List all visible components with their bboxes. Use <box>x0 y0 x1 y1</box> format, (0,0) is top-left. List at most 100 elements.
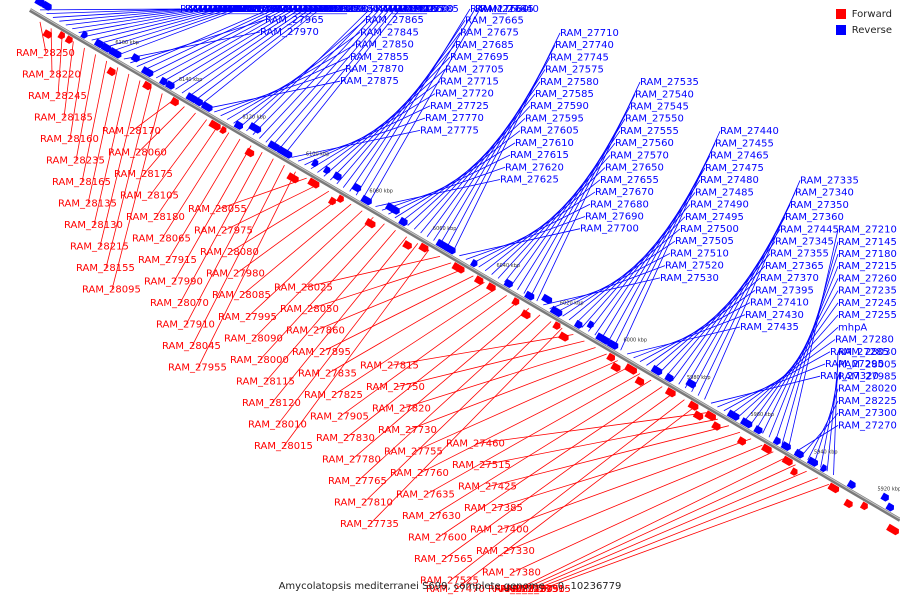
gene-label[interactable]: RAM_28175 <box>114 169 173 180</box>
gene-label[interactable]: RAM_27455 <box>715 138 774 149</box>
gene-label[interactable]: RAM_27400 <box>470 525 529 536</box>
gene-label[interactable]: RAM_28215 <box>70 241 129 252</box>
gene-label[interactable]: RAM_28160 <box>40 134 99 145</box>
gene-label[interactable]: RAM_27770 <box>425 113 484 124</box>
gene-label[interactable]: RAM_27680 <box>590 199 649 210</box>
gene-label[interactable]: RAM_27330 <box>476 546 535 557</box>
gene-label[interactable]: RAM_27500 <box>680 224 739 235</box>
gene-label[interactable]: RAM_27365 <box>765 261 824 272</box>
gene-label[interactable]: RAM_27335 <box>800 175 859 186</box>
gene-label[interactable]: RAM_27750 <box>366 382 425 393</box>
gene-label[interactable]: RAM_28135 <box>58 198 117 209</box>
gene-label[interactable]: RAM_27285 <box>830 347 889 358</box>
gene-label[interactable]: RAM_27210 <box>838 225 897 236</box>
gene-label[interactable]: RAM_27295 <box>825 359 884 370</box>
gene-label[interactable]: RAM_27690 <box>585 211 644 222</box>
gene-label[interactable]: RAM_27580 <box>540 77 599 88</box>
gene-label[interactable]: RAM_27460 <box>446 439 505 450</box>
gene-label[interactable]: RAM_27645 <box>475 4 534 15</box>
gene-label[interactable]: RAM_27660 <box>470 4 529 15</box>
gene-label[interactable]: RAM_27535 <box>640 77 699 88</box>
gene-label[interactable]: RAM_27980 <box>206 269 265 280</box>
gene-label[interactable]: RAM_27370 <box>760 273 819 284</box>
gene-label[interactable]: RAM_27635 <box>396 490 455 501</box>
gene-label[interactable]: RAM_27595 <box>525 113 584 124</box>
gene-label[interactable]: RAM_27810 <box>334 497 393 508</box>
gene-label[interactable]: RAM_27410 <box>750 298 809 309</box>
gene-label[interactable]: RAM_28060 <box>108 148 167 159</box>
gene-label[interactable]: RAM_27950 <box>275 4 334 15</box>
gene-label[interactable]: RAM_27605 <box>520 126 579 137</box>
gene-label[interactable]: RAM_27490 <box>690 200 749 211</box>
gene-label[interactable]: RAM_27730 <box>378 425 437 436</box>
gene-label[interactable]: RAM_27440 <box>720 126 779 137</box>
gene-label[interactable]: RAM_27940 <box>285 4 344 15</box>
gene-label[interactable]: RAM_27995 <box>218 312 277 323</box>
gene-label[interactable]: RAM_28040 <box>230 4 289 15</box>
gene-label[interactable]: RAM_27890 <box>310 4 369 15</box>
gene-label[interactable]: RAM_27760 <box>390 468 449 479</box>
gene-label[interactable]: RAM_27345 <box>775 236 834 247</box>
gene-label[interactable]: RAM_27815 <box>360 361 419 372</box>
gene-label[interactable]: RAM_28285 <box>240 4 299 15</box>
gene-label[interactable]: RAM_27525 <box>420 576 479 587</box>
gene-label[interactable]: RAM_27430 <box>745 310 804 321</box>
gene-label[interactable]: RAM_27725 <box>430 101 489 112</box>
gene-label[interactable]: RAM_28085 <box>212 290 271 301</box>
gene-label[interactable]: RAM_28185 <box>34 112 93 123</box>
gene-label[interactable]: RAM_27505 <box>675 236 734 247</box>
gene-label[interactable]: RAM_27425 <box>458 482 517 493</box>
gene-label[interactable]: RAM_27985 <box>838 371 897 382</box>
gene-label[interactable]: RAM_27480 <box>700 175 759 186</box>
gene-label[interactable]: RAM_27910 <box>156 320 215 331</box>
gene-label[interactable]: RAM_28005 <box>838 359 897 370</box>
gene-label[interactable]: RAM_28115 <box>236 376 295 387</box>
gene-label[interactable]: RAM_28015 <box>254 441 313 452</box>
gene-label[interactable]: RAM_27530 <box>660 273 719 284</box>
gene-label[interactable]: RAM_28230 <box>200 4 259 15</box>
gene-label[interactable]: RAM_27905 <box>310 411 369 422</box>
gene-label[interactable]: RAM_28110 <box>210 4 269 15</box>
gene-label[interactable]: RAM_27975 <box>194 226 253 237</box>
gene-label[interactable]: RAM_27600 <box>408 533 467 544</box>
gene-label[interactable]: RAM_27570 <box>610 150 669 161</box>
gene-label[interactable]: RAM_27830 <box>316 433 375 444</box>
gene-label[interactable]: RAM_28065 <box>132 234 191 245</box>
gene-label[interactable]: RAM_28170 <box>102 126 161 137</box>
gene-label[interactable]: RAM_27620 <box>505 162 564 173</box>
gene-label[interactable]: RAM_27260 <box>838 273 897 284</box>
gene-label[interactable]: RAM_27630 <box>402 511 461 522</box>
gene-label[interactable]: RAM_27310 <box>488 584 547 595</box>
gene-label[interactable]: RAM_27300 <box>838 408 897 419</box>
gene-label[interactable]: RAM_27565 <box>414 554 473 565</box>
gene-label[interactable]: RAM_27685 <box>455 40 514 51</box>
gene-label[interactable]: RAM_28025 <box>274 282 333 293</box>
gene-label[interactable]: RAM_27735 <box>340 519 399 530</box>
gene-label[interactable]: RAM_28105 <box>120 191 179 202</box>
gene-label[interactable]: RAM_27785 <box>400 4 459 15</box>
gene-label[interactable]: RAM_28220 <box>22 69 81 80</box>
gene-label[interactable]: RAM_27435 <box>740 322 799 333</box>
gene-label[interactable]: RAM_27880 <box>320 4 379 15</box>
gene-label[interactable]: RAM_27780 <box>322 454 381 465</box>
gene-label[interactable]: RAM_28030 <box>838 347 897 358</box>
gene-label[interactable]: RAM_28090 <box>224 333 283 344</box>
gene-label[interactable]: RAM_27765 <box>328 476 387 487</box>
gene-label[interactable]: RAM_27850 <box>355 40 414 51</box>
gene-label[interactable]: RAM_28150 <box>215 4 274 15</box>
gene-label[interactable]: RAM_27925 <box>300 4 359 15</box>
gene-label[interactable]: RAM_27845 <box>360 27 419 38</box>
gene-label[interactable]: RAM_27395 <box>755 285 814 296</box>
gene-label[interactable]: RAM_27675 <box>460 28 519 39</box>
gene-label[interactable]: RAM_27650 <box>605 163 664 174</box>
gene-label[interactable]: RAM_27935 <box>290 4 349 15</box>
gene-label[interactable]: RAM_28145 <box>185 4 244 15</box>
gene-label[interactable]: RAM_27740 <box>555 40 614 51</box>
gene-label[interactable]: RAM_27900 <box>375 4 434 15</box>
gene-label[interactable]: RAM_27545 <box>630 102 689 113</box>
gene-label[interactable]: RAM_27965 <box>265 15 324 26</box>
gene-label[interactable]: RAM_27320 <box>820 371 879 382</box>
gene-label[interactable]: RAM_27575 <box>545 65 604 76</box>
gene-label[interactable]: RAM_27515 <box>452 460 511 471</box>
gene-label[interactable]: RAM_28080 <box>200 247 259 258</box>
